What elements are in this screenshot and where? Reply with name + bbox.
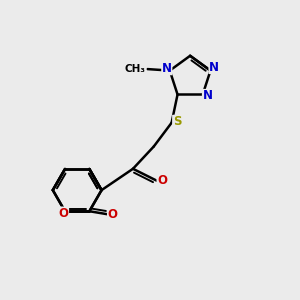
- Text: O: O: [58, 207, 68, 220]
- Text: N: N: [209, 61, 219, 74]
- Text: N: N: [162, 62, 172, 75]
- Text: CH₃: CH₃: [125, 64, 146, 74]
- Text: O: O: [157, 174, 167, 187]
- Text: S: S: [173, 115, 181, 128]
- Text: O: O: [108, 208, 118, 221]
- Text: N: N: [202, 89, 212, 103]
